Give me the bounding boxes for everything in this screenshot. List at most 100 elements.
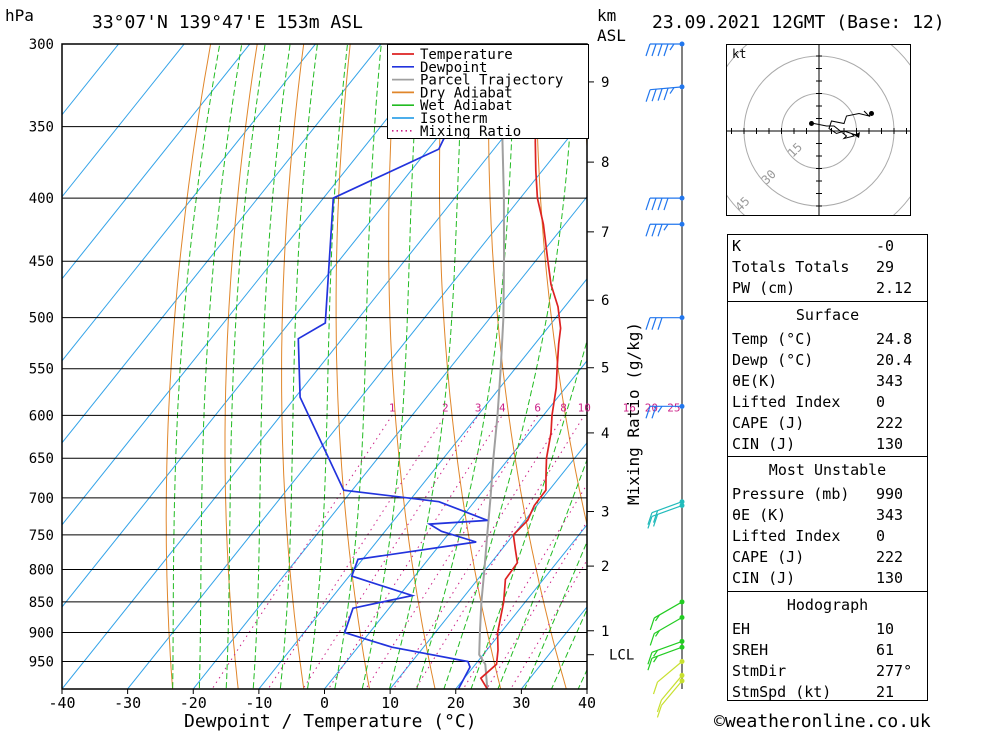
index-label: K [732, 236, 742, 255]
wind-barb-flag [645, 197, 651, 211]
wet-adiabat-line [306, 44, 349, 689]
pressure-tick-label: 400 [29, 191, 54, 207]
wind-barb-flag [654, 614, 660, 622]
dry-adiabat-line [488, 44, 567, 689]
index-value: 2.12 [876, 278, 913, 297]
temperature-tick-label: -10 [245, 694, 272, 712]
temperature-tick-label: 40 [578, 694, 596, 712]
index-row: Temp (°C) 24.8 [728, 328, 927, 349]
pressure-tick-label: 450 [29, 254, 54, 270]
hodograph-start-dot [809, 121, 814, 126]
mixing-ratio-value-label: 8 [560, 401, 567, 414]
index-value: 10 [876, 619, 895, 638]
wind-barb-flag [652, 510, 659, 523]
wet-adiabat-line [550, 608, 587, 689]
km-tick-label: 9 [601, 75, 609, 91]
indices-most-unstable: Pressure (mb) 990 θE (K) 343 Lifted Index 0 CA… [728, 483, 927, 588]
wind-barb-flag [652, 681, 659, 695]
pressure-tick-label: 550 [29, 362, 54, 378]
km-tick-label: 4 [601, 426, 609, 442]
wind-barb-flag [669, 87, 675, 94]
wet-adiabat-line [361, 44, 421, 689]
hodograph-trace [811, 110, 872, 140]
isotherm-line [258, 277, 587, 689]
index-row: Dewp (°C) 20.4 [728, 349, 927, 370]
wind-barb [645, 315, 685, 330]
idx-surface-table: Temp (°C) 24.8 Dewp (°C) 20.4 θE(K) 343 Lifted… [728, 328, 927, 454]
location-title: 33°07'N 139°47'E 153m ASL [92, 12, 363, 33]
km-tick-label: 8 [601, 155, 609, 171]
chart-legend: Temperature Dewpoint Parcel Trajectory Dry … [387, 44, 589, 139]
wind-barb-flag [652, 514, 659, 527]
wind-barb-flag [645, 317, 651, 330]
index-label: StmSpd (kt) [732, 682, 832, 701]
indices-panel: K -0 Totals Totals 29 PW (cm) 2.12 Surface Te… [727, 234, 928, 701]
index-value: 343 [876, 505, 904, 524]
index-value: 24.8 [876, 329, 913, 348]
km-tick-label: 1 [601, 624, 609, 640]
indices-top: K -0 Totals Totals 29 PW (cm) 2.12 [728, 235, 927, 298]
plot-frame [61, 43, 588, 690]
pressure-unit-label: hPa [5, 6, 34, 25]
index-row: Pressure (mb) 990 [728, 483, 927, 504]
index-label: CAPE (J) [732, 547, 805, 566]
most-unstable-title: Most Unstable [768, 461, 887, 479]
legend-entry: Parcel Trajectory [420, 73, 563, 89]
legend-entry: Dry Adiabat [420, 85, 513, 101]
index-row: SREH 61 [728, 639, 927, 660]
copyright-link[interactable]: ©weatheronline.co.uk [714, 711, 931, 732]
index-label: Lifted Index [732, 526, 841, 545]
wind-barb [652, 659, 685, 695]
index-row: EH 10 [728, 618, 927, 639]
mixing-ratio-value-label: 3 [475, 401, 482, 414]
mixing-ratio-value-label: 4 [499, 401, 506, 414]
mixing-ratio-line [414, 415, 585, 689]
pressure-tick-label: 300 [29, 37, 54, 53]
surface-title: Surface [795, 306, 860, 324]
index-label: Totals Totals [732, 257, 850, 276]
isotherm-line [62, 44, 382, 444]
mixing-ratio-value-label: 6 [534, 401, 541, 414]
index-label: CIN (J) [732, 434, 796, 453]
wind-barb-flag [669, 43, 675, 51]
wind-barb-flag [647, 512, 653, 525]
temperature-tick-label: -40 [48, 694, 75, 712]
index-label: Lifted Index [732, 392, 841, 411]
hodograph-ring-label: 45 [732, 194, 752, 214]
wind-barb [647, 503, 685, 529]
temperature-tick-label: 0 [320, 694, 329, 712]
idx-hodo-table: EH 10 SREH 61 StmDir 277° StmSpd (kt) 21 [728, 618, 927, 702]
index-value: 990 [876, 484, 904, 503]
isotherm-line [62, 44, 448, 526]
index-row: CAPE (J) 222 [728, 412, 927, 433]
wind-barb-flag [649, 633, 655, 646]
wet-adiabat-line [524, 540, 587, 689]
index-label: StmDir [732, 661, 787, 680]
asl-unit-label: ASL [597, 26, 626, 45]
dewpoint-profile [297, 44, 491, 689]
wet-adiabat-line [198, 44, 243, 689]
wind-barb [645, 195, 685, 211]
dry-adiabat-line [335, 44, 371, 689]
legend-entry: Wet Adiabat [420, 98, 513, 114]
wind-barb-flag [656, 705, 662, 718]
wind-barb [656, 672, 685, 713]
temperature-profile [479, 44, 562, 689]
wind-barb-flag [657, 43, 663, 57]
wind-barb-flag [651, 317, 657, 330]
index-label: EH [732, 619, 751, 638]
wind-barb-flag [647, 657, 653, 671]
index-label: PW (cm) [732, 278, 796, 297]
mixing-ratio-value-label: 25 [667, 401, 680, 414]
mixing-ratio-line [365, 415, 539, 689]
index-label: Dewp (°C) [732, 350, 814, 369]
parcel-trajectory-profile [478, 61, 506, 689]
wet-adiabat-line [252, 44, 291, 689]
index-label: θE (K) [732, 505, 787, 524]
index-row: StmSpd (kt) 21 [728, 681, 927, 702]
wind-barb-flag [653, 649, 659, 657]
km-tick-label: 6 [601, 293, 609, 309]
pressure-tick-label: 500 [29, 311, 54, 327]
storm-motion-arrow-icon [854, 132, 860, 138]
index-row: θE(K) 343 [728, 370, 927, 391]
